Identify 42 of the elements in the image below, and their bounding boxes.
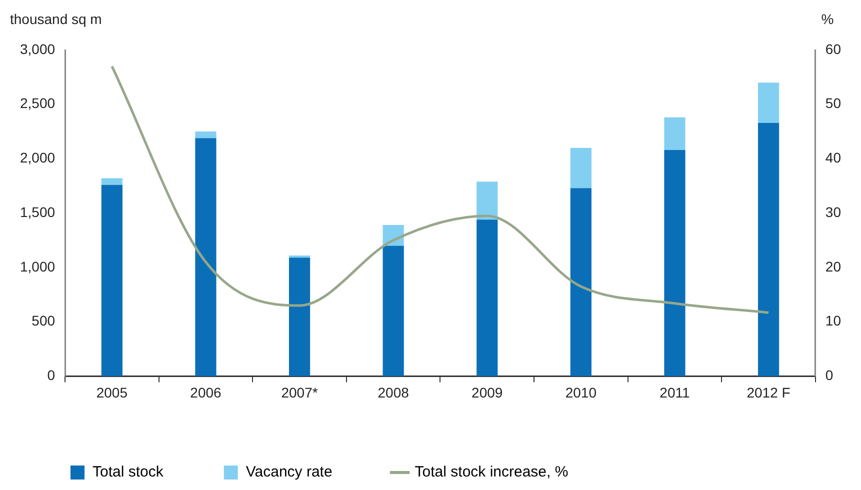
y-tick-label: 500 [32,312,56,329]
x-tick-label: 2007* [281,384,318,400]
bar [664,117,686,150]
bar [570,148,592,188]
y-axis-title: thousand sq m [10,10,102,27]
y-tick-label: 2,500 [20,95,56,112]
bar [758,82,780,123]
bar [382,246,404,376]
bar [195,138,216,376]
line-series [110,65,770,314]
bar [758,122,780,376]
y2-tick-label: 50 [825,95,842,112]
bar [570,188,592,376]
y2-tick-label: 40 [825,150,842,166]
y2-tick-label: 0 [825,367,834,384]
x-tick-label: 2008 [378,384,410,400]
y2-tick-label: 20 [825,258,842,274]
y-tick-label: 1,500 [20,204,56,220]
y2-tick-label: 10 [825,312,842,329]
bar [101,184,122,376]
bar [476,182,498,220]
x-tick-label: 2009 [472,384,503,400]
x-tick-label: 2011 [660,384,690,400]
y2-tick-label: 60 [825,40,842,57]
legend-label: Total stock [92,464,164,481]
x-tick-label: 2010 [565,384,597,400]
y2-axis-title: % [821,10,834,27]
bar [195,132,216,138]
y2-tick-label: 30 [825,204,842,220]
x-tick-label: 2006 [190,384,222,400]
bar [476,220,498,376]
bar [288,258,310,376]
y-tick-label: 3,000 [20,40,56,57]
legend-label: Vacancy rate [246,464,332,481]
x-tick-label: 2012 F [746,384,790,400]
bar [664,150,686,376]
y-tick-label: 0 [47,367,56,384]
y-tick-label: 2,000 [20,150,56,166]
y-tick-label: 1,000 [20,258,56,274]
x-tick-label: 2005 [96,384,128,400]
legend-label: Total stock increase, % [414,464,568,481]
bar [101,178,122,185]
